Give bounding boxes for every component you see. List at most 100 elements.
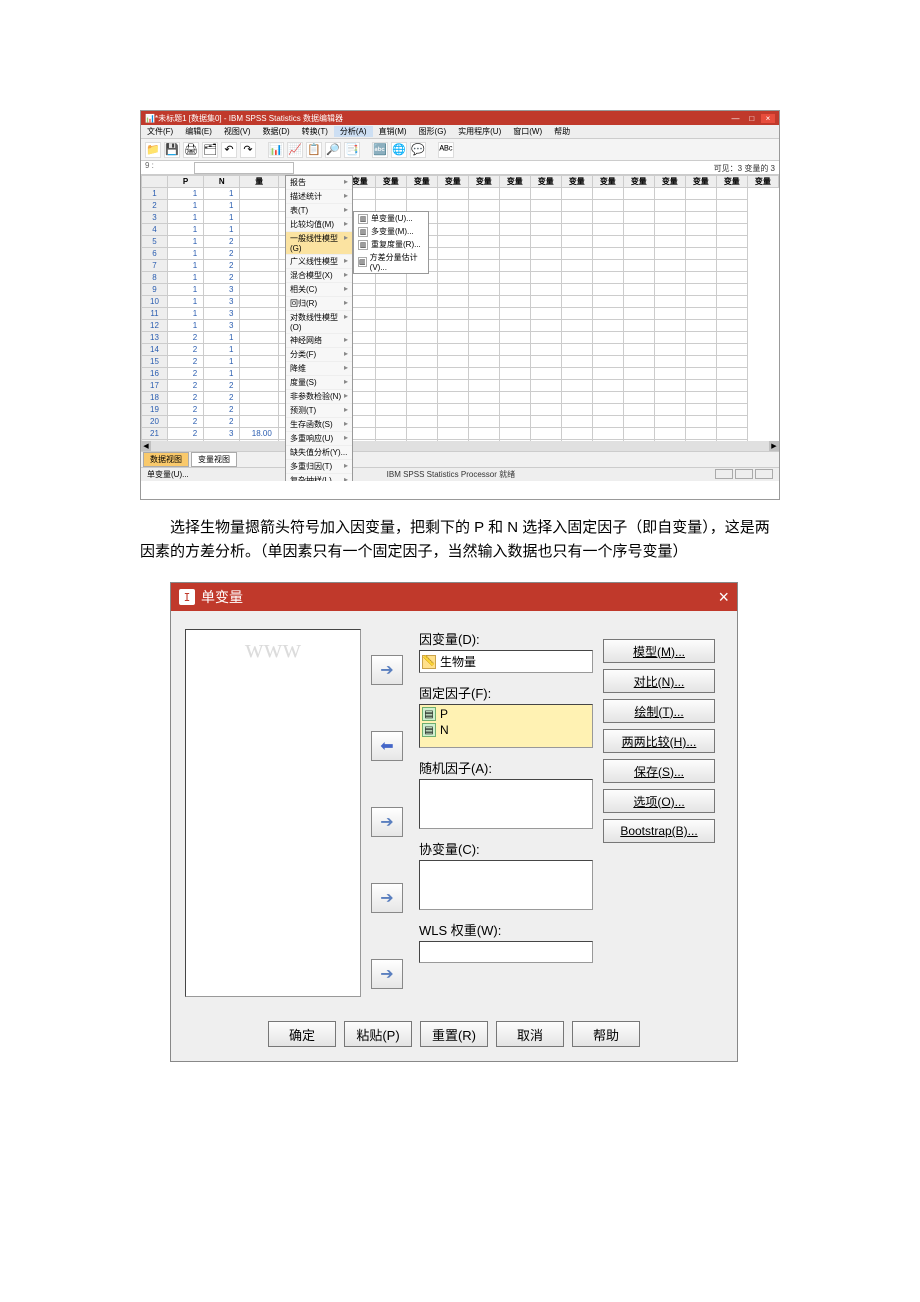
analysis-menu-item[interactable]: 非参数检验(N) — [286, 390, 352, 404]
toolbar-icon[interactable]: 📊 — [268, 142, 284, 158]
dialog-footer-button[interactable]: 粘贴(P) — [344, 1021, 412, 1047]
menu-item[interactable]: 数据(D) — [257, 126, 296, 137]
analysis-menu-item[interactable]: 多重响应(U) — [286, 432, 352, 446]
menu-item[interactable]: 帮助 — [548, 126, 576, 137]
analysis-menu-item[interactable]: 相关(C) — [286, 283, 352, 297]
toolbar-icon[interactable]: 🔎 — [325, 142, 341, 158]
analysis-menu-item[interactable]: 生存函数(S) — [286, 418, 352, 432]
table-row[interactable]: 1822 — [142, 392, 779, 404]
menu-item[interactable]: 转换(T) — [296, 126, 334, 137]
dialog-side-button[interactable]: 保存(S)... — [603, 759, 715, 783]
analysis-menu-item[interactable]: 缺失值分析(Y)... — [286, 446, 352, 460]
analysis-menu-item[interactable]: 回归(R) — [286, 297, 352, 311]
table-row[interactable]: 612 — [142, 248, 779, 260]
analysis-menu-item[interactable]: 报告 — [286, 176, 352, 190]
menu-item[interactable]: 图形(G) — [413, 126, 453, 137]
dependent-box[interactable]: 📏生物量 — [419, 650, 593, 673]
menu-item[interactable]: 直销(M) — [373, 126, 413, 137]
menu-item[interactable]: 文件(F) — [141, 126, 179, 137]
wls-box[interactable] — [419, 941, 593, 963]
table-row[interactable]: 812 — [142, 272, 779, 284]
table-row[interactable]: 1722 — [142, 380, 779, 392]
analysis-menu-item[interactable]: 比较均值(M) — [286, 218, 352, 232]
close-icon[interactable]: × — [761, 114, 775, 123]
analysis-menu-item[interactable]: 混合模型(X) — [286, 269, 352, 283]
table-row[interactable]: 111 — [142, 188, 779, 200]
table-row[interactable]: 512 — [142, 236, 779, 248]
table-row[interactable]: 411 — [142, 224, 779, 236]
toolbar-icon[interactable]: 💾 — [164, 142, 180, 158]
dialog-close-icon[interactable]: × — [718, 587, 729, 608]
table-row[interactable]: 1113 — [142, 308, 779, 320]
dialog-side-button[interactable]: 两两比较(H)... — [603, 729, 715, 753]
toolbar-icon[interactable]: 🔤 — [372, 142, 388, 158]
move-to-covariate-button[interactable]: ➔ — [371, 883, 403, 913]
dialog-footer-button[interactable]: 重置(R) — [420, 1021, 488, 1047]
toolbar-icon[interactable]: 📈 — [287, 142, 303, 158]
analysis-menu-item[interactable]: 度量(S) — [286, 376, 352, 390]
toolbar-icon[interactable]: 🌐 — [391, 142, 407, 158]
toolbar-icon[interactable]: 📋 — [306, 142, 322, 158]
cell-editor[interactable] — [194, 162, 294, 174]
toolbar-icon[interactable]: ↷ — [240, 142, 256, 158]
dialog-footer-button[interactable]: 帮助 — [572, 1021, 640, 1047]
dialog-side-button[interactable]: 绘制(T)... — [603, 699, 715, 723]
analysis-menu-item[interactable]: 描述统计 — [286, 190, 352, 204]
analysis-menu-item[interactable]: 分类(F) — [286, 348, 352, 362]
dialog-side-button[interactable]: 对比(N)... — [603, 669, 715, 693]
minimize-icon[interactable]: — — [729, 114, 743, 123]
menu-item[interactable]: 窗口(W) — [507, 126, 548, 137]
toolbar-icon[interactable]: ↶ — [221, 142, 237, 158]
toolbar-icon[interactable]: ᴬᴮᶜ — [438, 142, 454, 158]
glm-submenu-item[interactable]: ▥多变量(M)... — [354, 225, 428, 238]
menu-item[interactable]: 编辑(E) — [179, 126, 218, 137]
toolbar-icon[interactable]: 💬 — [410, 142, 426, 158]
table-row[interactable]: 1521 — [142, 356, 779, 368]
table-row[interactable]: 1621 — [142, 368, 779, 380]
scroll-right-icon[interactable]: ▶ — [769, 441, 779, 451]
toolbar-icon[interactable]: 🖨 — [183, 142, 199, 158]
fixed-factor-box[interactable]: ▤P▤N — [419, 704, 593, 748]
menu-item[interactable]: 实用程序(U) — [452, 126, 507, 137]
menu-item[interactable]: 分析(A) — [334, 126, 373, 137]
table-row[interactable]: 2022 — [142, 416, 779, 428]
dialog-footer-button[interactable]: 确定 — [268, 1021, 336, 1047]
table-row[interactable]: 913 — [142, 284, 779, 296]
dialog-footer-button[interactable]: 取消 — [496, 1021, 564, 1047]
analysis-menu-item[interactable]: 一般线性模型(G) — [286, 232, 352, 255]
table-row[interactable]: 211 — [142, 200, 779, 212]
dialog-side-button[interactable]: 模型(M)... — [603, 639, 715, 663]
menu-item[interactable]: 视图(V) — [218, 126, 257, 137]
glm-submenu-item[interactable]: ▥方差分量估计(V)... — [354, 251, 428, 273]
glm-submenu-item[interactable]: ▥重复度量(R)... — [354, 238, 428, 251]
covariate-box[interactable] — [419, 860, 593, 910]
analysis-menu-item[interactable]: 多重归因(T) — [286, 460, 352, 474]
table-row[interactable]: 712 — [142, 260, 779, 272]
horizontal-scrollbar[interactable]: ◀ ▶ — [141, 441, 779, 451]
table-row[interactable]: 1213 — [142, 320, 779, 332]
analysis-menu-item[interactable]: 神经网络 — [286, 334, 352, 348]
toolbar-icon[interactable]: 🗂 — [202, 142, 218, 158]
random-factor-box[interactable] — [419, 779, 593, 829]
tab-data-view[interactable]: 数据视图 — [143, 452, 189, 467]
table-row[interactable]: 1321 — [142, 332, 779, 344]
analysis-menu-item[interactable]: 降维 — [286, 362, 352, 376]
dialog-side-button[interactable]: Bootstrap(B)... — [603, 819, 715, 843]
analysis-menu-item[interactable]: 广义线性模型 — [286, 255, 352, 269]
table-row[interactable]: 212318.00 — [142, 428, 779, 440]
toolbar-icon[interactable]: 📁 — [145, 142, 161, 158]
tab-variable-view[interactable]: 变量视图 — [191, 452, 237, 467]
move-to-dependent-button[interactable]: ➔ — [371, 655, 403, 685]
analysis-menu-item[interactable]: 复杂抽样(L) — [286, 474, 352, 481]
dialog-side-button[interactable]: 选项(O)... — [603, 789, 715, 813]
maximize-icon[interactable]: □ — [745, 114, 759, 123]
table-row[interactable]: 1421 — [142, 344, 779, 356]
scroll-left-icon[interactable]: ◀ — [141, 441, 151, 451]
move-to-fixed-button[interactable]: ⬅ — [371, 731, 403, 761]
source-variable-list[interactable]: www — [185, 629, 361, 997]
move-to-random-button[interactable]: ➔ — [371, 807, 403, 837]
table-row[interactable]: 1922 — [142, 404, 779, 416]
analysis-menu-item[interactable]: 预测(T) — [286, 404, 352, 418]
glm-submenu-item[interactable]: ▥单变量(U)... — [354, 212, 428, 225]
move-to-wls-button[interactable]: ➔ — [371, 959, 403, 989]
